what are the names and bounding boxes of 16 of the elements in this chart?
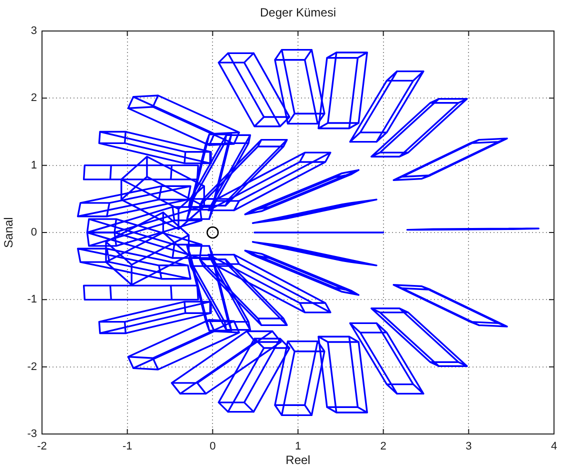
y-tick-label: 1 xyxy=(30,159,37,172)
y-axis-title: Sanal xyxy=(2,217,16,248)
x-tick-label: 1 xyxy=(294,440,302,453)
x-tick-label: -1 xyxy=(122,440,132,453)
y-tick-label: -3 xyxy=(27,428,37,440)
x-axis-title: Reel xyxy=(286,453,310,468)
y-tick-label: 2 xyxy=(30,92,37,104)
x-tick-label: 3 xyxy=(466,440,472,453)
chart-title: Deger Kümesi xyxy=(260,6,336,20)
y-tick-label: -2 xyxy=(27,360,37,373)
y-tick-label: -1 xyxy=(27,294,37,306)
x-tick-label: 0 xyxy=(210,440,216,453)
y-tick-label: 3 xyxy=(30,25,37,38)
x-tick-label: 4 xyxy=(550,440,558,453)
x-tick-label: 2 xyxy=(380,440,386,453)
y-tick-label: 0 xyxy=(30,226,37,239)
